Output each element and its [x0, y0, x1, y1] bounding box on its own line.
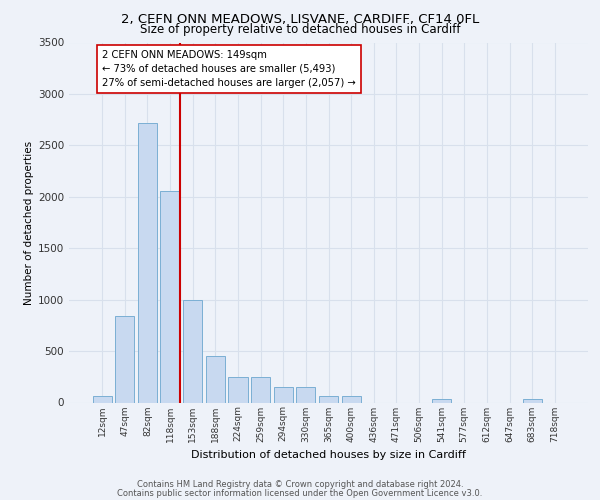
- Bar: [229, 377, 248, 402]
- Bar: [206, 356, 225, 403]
- Bar: [296, 387, 316, 402]
- Bar: [251, 377, 270, 402]
- Bar: [523, 399, 542, 402]
- Bar: [92, 396, 112, 402]
- Bar: [138, 122, 157, 402]
- Y-axis label: Number of detached properties: Number of detached properties: [24, 140, 34, 304]
- Bar: [341, 396, 361, 402]
- X-axis label: Distribution of detached houses by size in Cardiff: Distribution of detached houses by size …: [191, 450, 466, 460]
- Bar: [183, 300, 202, 403]
- Text: Contains HM Land Registry data © Crown copyright and database right 2024.: Contains HM Land Registry data © Crown c…: [137, 480, 463, 489]
- Text: Size of property relative to detached houses in Cardiff: Size of property relative to detached ho…: [140, 22, 460, 36]
- Text: 2, CEFN ONN MEADOWS, LISVANE, CARDIFF, CF14 0FL: 2, CEFN ONN MEADOWS, LISVANE, CARDIFF, C…: [121, 12, 479, 26]
- Bar: [319, 396, 338, 402]
- Bar: [115, 316, 134, 402]
- Bar: [432, 399, 451, 402]
- Text: 2 CEFN ONN MEADOWS: 149sqm
← 73% of detached houses are smaller (5,493)
27% of s: 2 CEFN ONN MEADOWS: 149sqm ← 73% of deta…: [103, 50, 356, 88]
- Bar: [274, 387, 293, 402]
- Text: Contains public sector information licensed under the Open Government Licence v3: Contains public sector information licen…: [118, 488, 482, 498]
- Bar: [160, 190, 180, 402]
